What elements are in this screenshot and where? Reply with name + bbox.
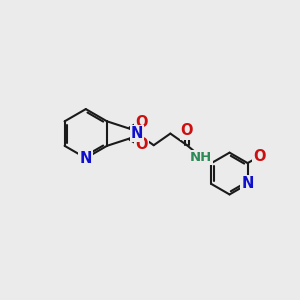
Text: N: N: [131, 126, 143, 141]
Text: O: O: [181, 123, 193, 138]
Text: O: O: [135, 137, 147, 152]
Text: N: N: [242, 176, 254, 191]
Text: O: O: [253, 149, 265, 164]
Text: NH: NH: [190, 151, 212, 164]
Text: N: N: [80, 151, 92, 166]
Text: O: O: [135, 115, 147, 130]
